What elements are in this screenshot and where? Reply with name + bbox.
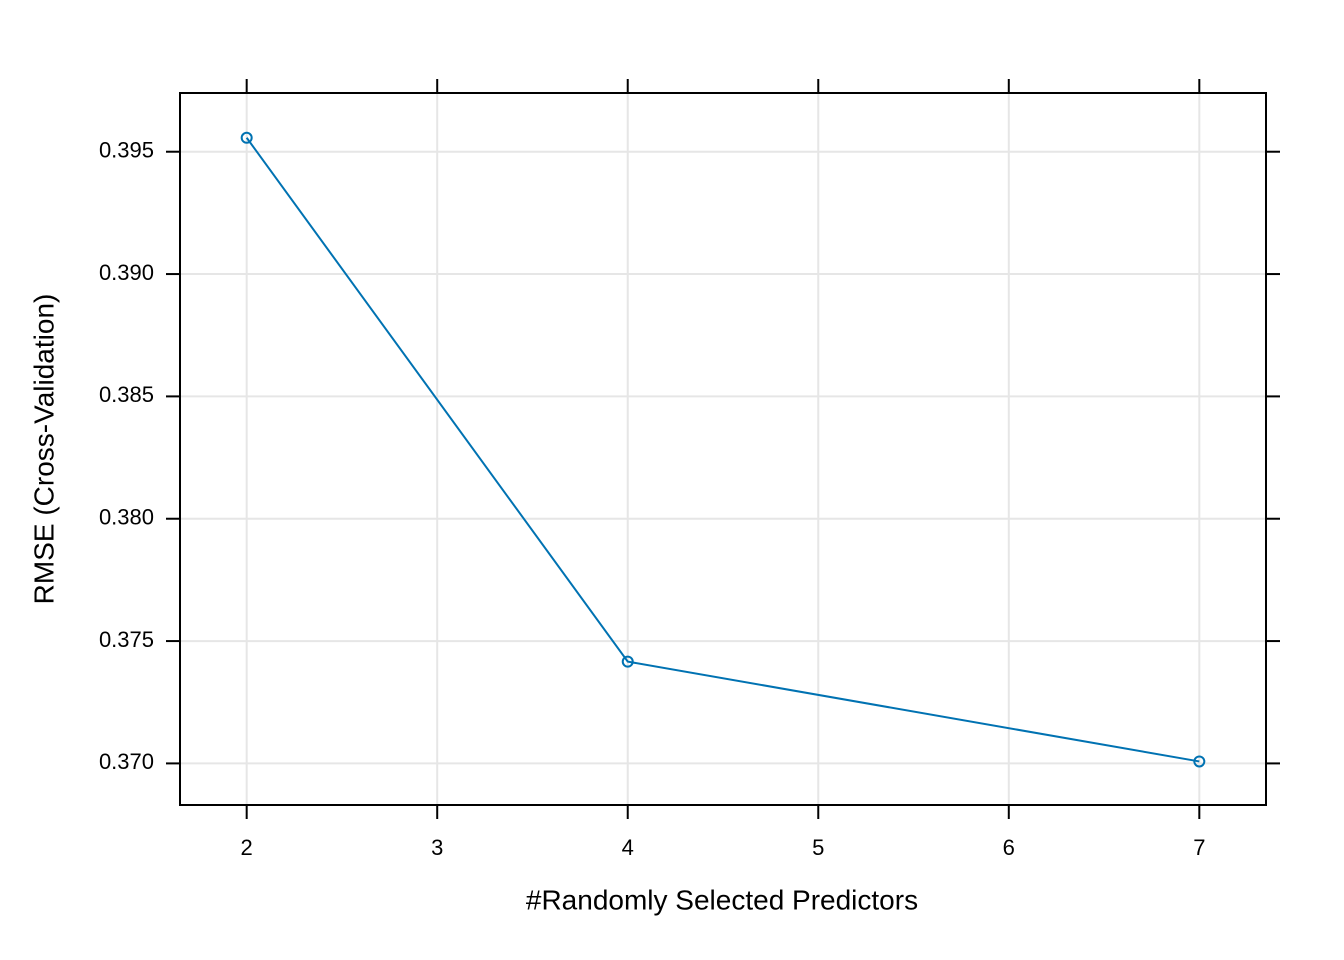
- y-tick-label: 0.370: [99, 749, 154, 774]
- x-tick-label: 7: [1193, 835, 1205, 860]
- y-tick-label: 0.375: [99, 627, 154, 652]
- y-tick-label: 0.390: [99, 260, 154, 285]
- plot-frame: [179, 92, 1267, 806]
- y-axis-title: RMSE (Cross-Validation): [28, 294, 59, 605]
- x-tick-label: 3: [431, 835, 443, 860]
- x-tick-label: 2: [241, 835, 253, 860]
- y-tick-label: 0.395: [99, 138, 154, 163]
- point: [240, 131, 253, 144]
- x-tick-label: 6: [1003, 835, 1015, 860]
- point: [1193, 755, 1206, 768]
- x-tick-label: 5: [812, 835, 824, 860]
- y-tick-label: 0.380: [99, 505, 154, 530]
- point: [621, 655, 634, 668]
- x-axis-title: #Randomly Selected Predictors: [526, 884, 918, 915]
- y-tick-label: 0.385: [99, 382, 154, 407]
- x-tick-label: 4: [622, 835, 634, 860]
- line: [245, 137, 1200, 763]
